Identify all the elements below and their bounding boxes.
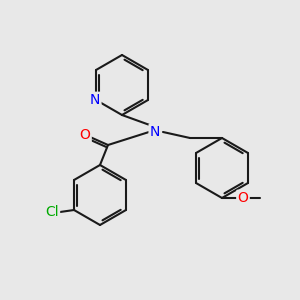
Text: O: O — [238, 191, 248, 205]
Text: Cl: Cl — [45, 205, 59, 219]
Text: O: O — [80, 128, 90, 142]
Text: N: N — [150, 125, 160, 139]
Text: N: N — [90, 93, 100, 107]
